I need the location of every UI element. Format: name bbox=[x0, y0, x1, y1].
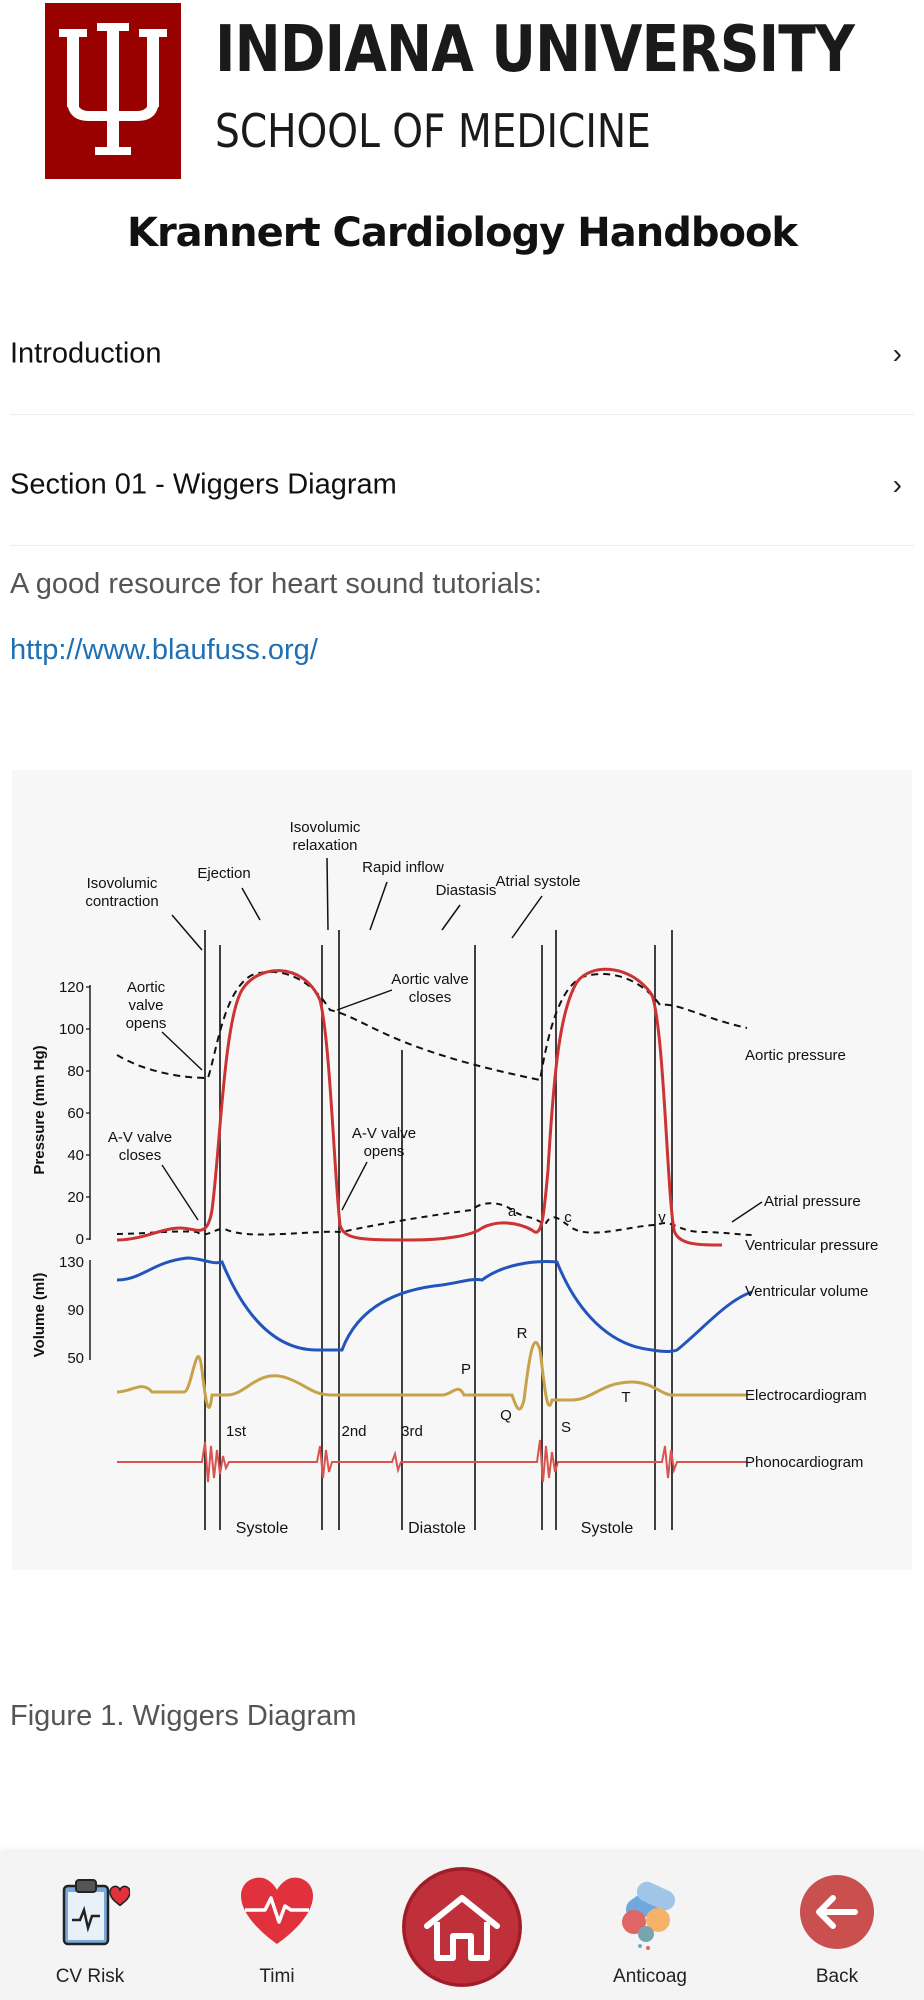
annotation: c bbox=[564, 1209, 572, 1226]
annotation: valve bbox=[128, 997, 163, 1014]
tab-label: Timi bbox=[259, 1966, 295, 1987]
nav-item-label: Introduction bbox=[10, 337, 162, 370]
annotation: a bbox=[508, 1203, 517, 1220]
figure-caption: Figure 1. Wiggers Diagram bbox=[10, 1700, 357, 1732]
series-label: Phonocardiogram bbox=[745, 1454, 863, 1471]
heart-pulse-icon bbox=[241, 1877, 313, 1944]
tick-label: 80 bbox=[67, 1063, 84, 1080]
annotation: 1st bbox=[226, 1423, 247, 1440]
annotation: A-V valve bbox=[108, 1129, 172, 1146]
clipboard-heart-icon bbox=[62, 1879, 130, 1946]
tab-anticoag[interactable]: Anticoag bbox=[580, 1852, 720, 2000]
app-header: INDIANA UNIVERSITY SCHOOL OF MEDICINE bbox=[0, 0, 924, 200]
iu-logo bbox=[45, 3, 181, 179]
bottom-tab-bar: CV Risk Timi Anticoag bbox=[0, 1852, 924, 2000]
page-title: Krannert Cardiology Handbook bbox=[126, 210, 798, 256]
series-label: Atrial pressure bbox=[764, 1193, 861, 1210]
annotation: Aortic valve bbox=[391, 971, 469, 988]
tick-label: 100 bbox=[59, 1021, 84, 1038]
annotation: 2nd bbox=[341, 1423, 366, 1440]
tab-back[interactable]: Back bbox=[767, 1852, 907, 2000]
series-label: Aortic pressure bbox=[745, 1047, 846, 1064]
annotation: S bbox=[561, 1419, 571, 1436]
cycle-label: Systole bbox=[581, 1520, 634, 1537]
annotation: A-V valve bbox=[352, 1125, 416, 1142]
tick-label: 130 bbox=[59, 1254, 84, 1271]
series-label: Ventricular volume bbox=[745, 1283, 868, 1300]
nav-item-label: Section 01 - Wiggers Diagram bbox=[10, 468, 397, 501]
tab-label: CV Risk bbox=[55, 1966, 125, 1987]
chevron-right-icon: › bbox=[892, 469, 902, 500]
tab-timi[interactable]: Timi bbox=[207, 1852, 347, 2000]
phase-label: Isovolumic bbox=[87, 875, 158, 892]
resource-link[interactable]: http://www.blaufuss.org/ bbox=[10, 634, 318, 666]
tab-label: Anticoag bbox=[613, 1966, 687, 1987]
nav-item-wiggers-diagram[interactable]: Section 01 - Wiggers Diagram › bbox=[10, 425, 914, 546]
home-icon bbox=[402, 1867, 522, 1987]
annotation: opens bbox=[126, 1015, 167, 1032]
series-label: Electrocardiogram bbox=[745, 1387, 867, 1404]
chevron-right-icon: › bbox=[892, 338, 902, 369]
tick-label: 60 bbox=[67, 1105, 84, 1122]
cycle-label: Systole bbox=[236, 1520, 289, 1537]
phase-label: Atrial systole bbox=[495, 873, 580, 890]
phase-label: contraction bbox=[85, 893, 158, 910]
annotation: R bbox=[517, 1325, 528, 1342]
resource-text: A good resource for heart sound tutorial… bbox=[10, 568, 542, 600]
axis-label: Volume (ml) bbox=[31, 1273, 48, 1358]
axis-label: Pressure (mm Hg) bbox=[31, 1045, 48, 1174]
university-name: INDIANA UNIVERSITY bbox=[215, 13, 855, 87]
tick-label: 50 bbox=[67, 1350, 84, 1367]
annotation: closes bbox=[409, 989, 452, 1006]
annotation: T bbox=[621, 1389, 630, 1406]
wiggers-diagram: Isovolumic contraction Ejection Isovolum… bbox=[31, 819, 878, 1537]
tab-cv-risk[interactable]: CV Risk bbox=[20, 1852, 160, 2000]
annotation: closes bbox=[119, 1147, 162, 1164]
back-arrow-icon bbox=[800, 1875, 874, 1949]
tick-label: 120 bbox=[59, 979, 84, 996]
annotation: Aortic bbox=[127, 979, 166, 996]
tick-label: 40 bbox=[67, 1147, 84, 1164]
pills-icon bbox=[622, 1881, 676, 1950]
phase-label: Ejection bbox=[197, 865, 250, 882]
tab-home[interactable] bbox=[392, 1852, 532, 2000]
wiggers-diagram-figure: Isovolumic contraction Ejection Isovolum… bbox=[12, 770, 912, 1570]
cycle-label: Diastole bbox=[408, 1520, 466, 1537]
phase-label: relaxation bbox=[292, 837, 357, 854]
annotation: v bbox=[658, 1209, 666, 1226]
tick-label: 0 bbox=[76, 1231, 84, 1248]
phase-label: Diastasis bbox=[436, 882, 497, 899]
annotation: 3rd bbox=[401, 1423, 423, 1440]
annotation: P bbox=[461, 1361, 471, 1378]
trident-icon bbox=[59, 23, 167, 155]
tick-label: 90 bbox=[67, 1302, 84, 1319]
nav-item-introduction[interactable]: Introduction › bbox=[10, 294, 914, 415]
annotation: opens bbox=[364, 1143, 405, 1160]
phase-label: Rapid inflow bbox=[362, 859, 444, 876]
phase-label: Isovolumic bbox=[290, 819, 361, 836]
school-name: SCHOOL OF MEDICINE bbox=[215, 104, 651, 158]
tick-label: 20 bbox=[67, 1189, 84, 1206]
annotation: Q bbox=[500, 1407, 512, 1424]
tab-label: Back bbox=[815, 1966, 859, 1987]
series-label: Ventricular pressure bbox=[745, 1237, 878, 1254]
